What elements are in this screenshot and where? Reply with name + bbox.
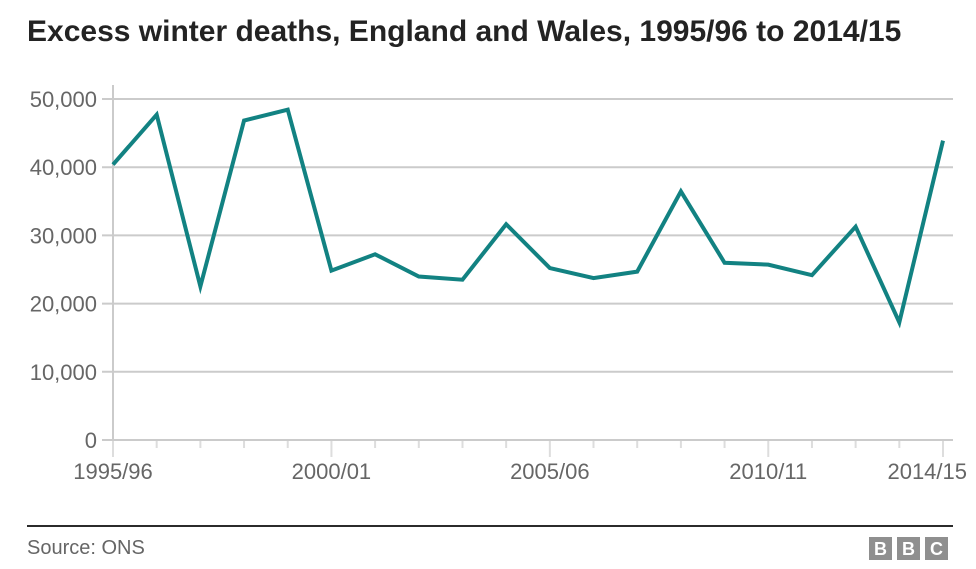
source-label: Source: ONS [27, 537, 145, 559]
bbc-logo-letter-c: C [925, 537, 948, 560]
x-tick-label: 2000/01 [292, 459, 372, 484]
bbc-logo-letter-b2: B [897, 537, 920, 560]
y-tick-label: 0 [85, 428, 97, 453]
x-tick-label: 1995/96 [73, 459, 153, 484]
data-series-line [111, 107, 945, 329]
line-chart: 0 10,000 20,000 30,000 40,000 50,000 1995/96 20… [30, 85, 967, 484]
chart-title: Excess winter deaths, England and Wales,… [27, 15, 902, 48]
y-tick-label: 20,000 [30, 292, 97, 317]
y-tick-label: 30,000 [30, 223, 97, 248]
bbc-logo-letter-b1: B [869, 537, 892, 560]
x-tick-label: 2014/15 [887, 459, 967, 484]
y-tick-label: 50,000 [30, 87, 97, 112]
x-tick-label: 2005/06 [510, 459, 590, 484]
y-tick-label: 40,000 [30, 155, 97, 180]
bbc-logo: B B C [869, 537, 948, 560]
x-tick-label: 2010/11 [729, 459, 807, 484]
footer-divider [27, 525, 953, 527]
y-tick-label: 10,000 [30, 360, 97, 385]
